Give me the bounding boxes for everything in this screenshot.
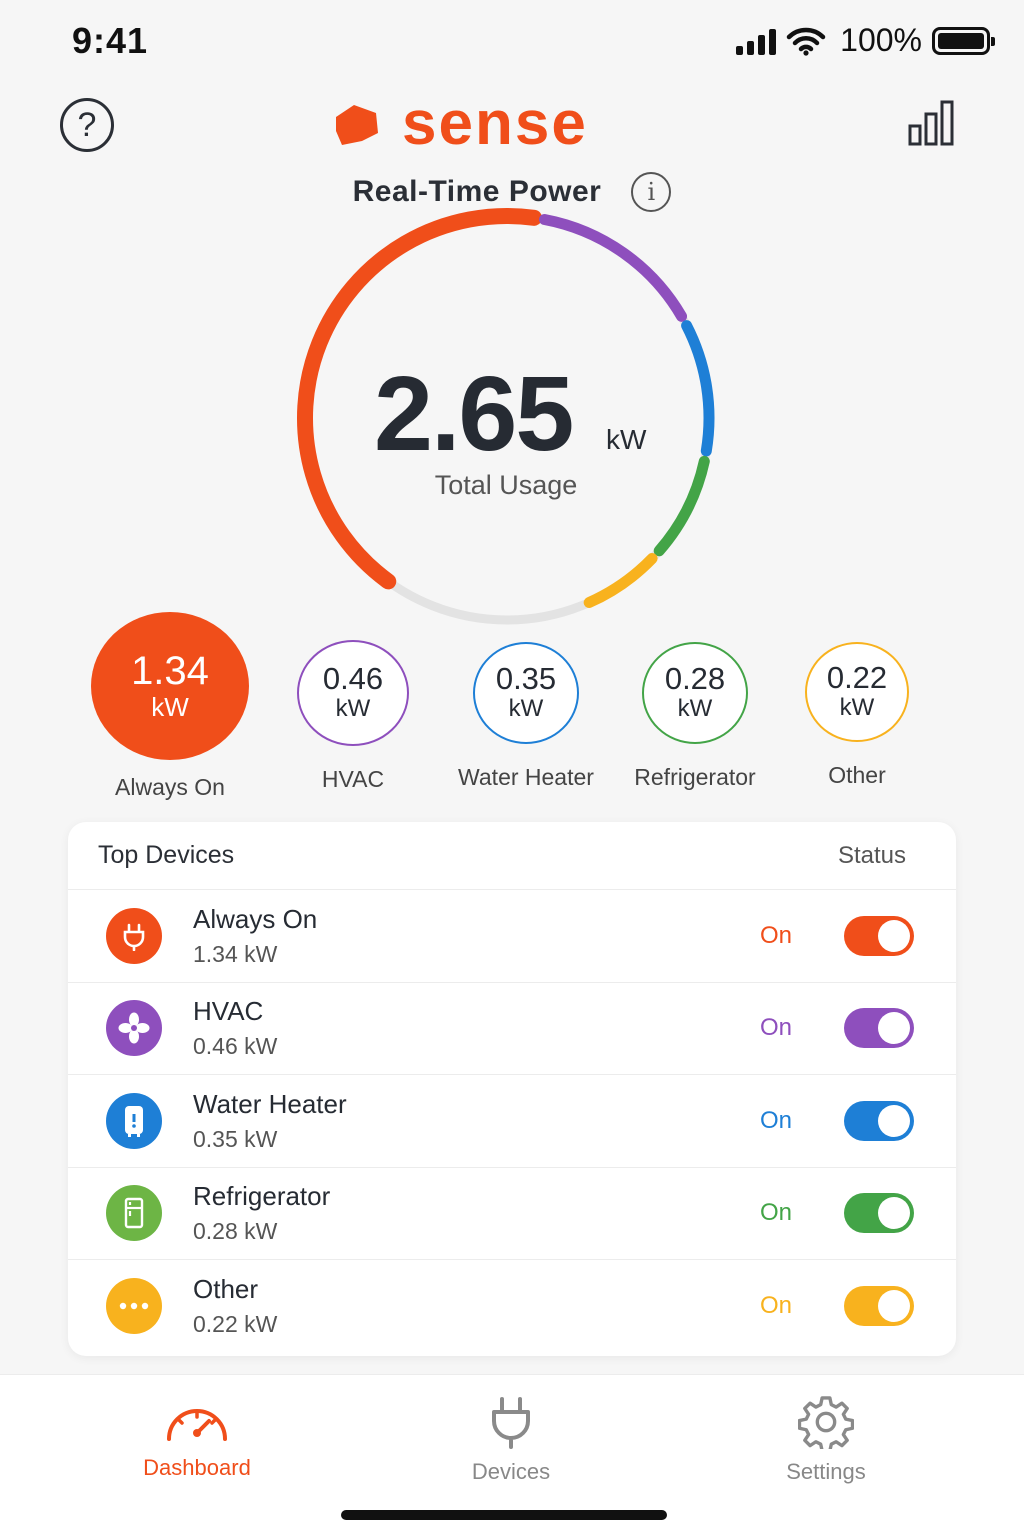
sense-logo-icon bbox=[336, 104, 378, 145]
tab-devices[interactable]: Devices bbox=[411, 1395, 611, 1485]
cellular-signal-icon bbox=[736, 27, 777, 55]
breakdown-hvac[interactable]: 0.46 kW HVAC bbox=[283, 640, 423, 793]
device-toggle[interactable] bbox=[844, 1286, 914, 1327]
device-toggle[interactable] bbox=[844, 1193, 914, 1234]
gauge-segment-hvac bbox=[538, 214, 688, 322]
top-devices-title: Top Devices bbox=[98, 841, 235, 869]
device-name: Always On bbox=[193, 903, 318, 934]
realtime-header: Real-Time Power i bbox=[0, 172, 1024, 212]
tab-settings[interactable]: Settings bbox=[726, 1395, 926, 1485]
breakdown-ring: 0.28 kW bbox=[642, 642, 748, 744]
device-name: HVAC bbox=[193, 996, 264, 1027]
breakdown-ring: 1.34 kW bbox=[91, 612, 249, 760]
breakdown-ring: 0.35 kW bbox=[473, 642, 579, 744]
device-state: On bbox=[760, 1292, 793, 1320]
device-state: On bbox=[760, 1106, 793, 1134]
device-power: 0.28 kW bbox=[193, 1218, 278, 1245]
top-devices-card: Top Devices Status Always On 1.34 kW On … bbox=[68, 822, 956, 1356]
breakdown-unit: kW bbox=[151, 691, 189, 722]
breakdown-value: 0.46 bbox=[322, 660, 384, 696]
breakdown-value: 1.34 bbox=[131, 648, 209, 693]
refrigerator-icon bbox=[106, 1185, 162, 1242]
gear-icon bbox=[798, 1396, 854, 1449]
bar-chart-icon[interactable] bbox=[906, 98, 960, 148]
breakdown-value: 0.28 bbox=[664, 660, 726, 696]
breakdown-always-on[interactable]: 1.34 kW Always On bbox=[90, 612, 250, 801]
usage-breakdown: 1.34 kW Always On 0.46 kW HVAC 0.35 kW W… bbox=[0, 612, 1024, 812]
tab-label: Dashboard bbox=[143, 1455, 251, 1480]
speedometer-icon bbox=[167, 1409, 227, 1441]
breakdown-value: 0.22 bbox=[826, 659, 888, 695]
total-usage-label: Total Usage bbox=[434, 470, 578, 500]
plug-icon bbox=[106, 907, 162, 964]
device-row-hvac[interactable]: HVAC 0.46 kW On bbox=[68, 983, 956, 1075]
device-row-always-on[interactable]: Always On 1.34 kW On bbox=[68, 890, 956, 983]
wifi-icon bbox=[786, 27, 826, 56]
battery-icon bbox=[932, 26, 995, 55]
home-indicator bbox=[341, 1510, 667, 1520]
device-name: Refrigerator bbox=[193, 1181, 331, 1212]
breakdown-ring: 0.22 kW bbox=[805, 642, 909, 742]
device-power: 0.46 kW bbox=[193, 1033, 278, 1060]
breakdown-other[interactable]: 0.22 kW Other bbox=[792, 642, 922, 789]
question-circle-icon: ? bbox=[77, 105, 97, 144]
status-time: 9:41 bbox=[72, 20, 149, 61]
breakdown-label: Water Heater bbox=[458, 764, 594, 790]
tab-bar: Dashboard Devices Settings bbox=[0, 1374, 1024, 1536]
device-row-refrigerator[interactable]: Refrigerator 0.28 kW On bbox=[68, 1168, 956, 1260]
power-gauge bbox=[297, 208, 715, 625]
device-power: 1.34 kW bbox=[193, 940, 278, 967]
device-state: On bbox=[760, 1014, 793, 1042]
realtime-title: Real-Time Power bbox=[352, 175, 602, 208]
breakdown-label: HVAC bbox=[321, 766, 385, 792]
device-power: 0.35 kW bbox=[193, 1125, 278, 1152]
gauge-segment-always-on bbox=[297, 208, 543, 590]
help-button[interactable]: ? bbox=[60, 98, 114, 152]
more-dots-icon bbox=[106, 1278, 162, 1335]
breakdown-refrigerator[interactable]: 0.28 kW Refrigerator bbox=[620, 642, 770, 791]
water-heater-icon bbox=[106, 1092, 162, 1149]
device-state: On bbox=[760, 1199, 793, 1227]
device-toggle[interactable] bbox=[844, 1008, 914, 1049]
gauge-segment-refrigerator bbox=[653, 455, 710, 557]
tab-label: Settings bbox=[786, 1459, 866, 1484]
breakdown-label: Always On bbox=[115, 774, 225, 800]
status-indicators: 100% bbox=[736, 22, 995, 59]
fan-icon bbox=[106, 1000, 162, 1057]
tab-label: Devices bbox=[471, 1459, 551, 1484]
breakdown-water-heater[interactable]: 0.35 kW Water Heater bbox=[446, 642, 606, 791]
status-column-header: Status bbox=[837, 841, 906, 869]
device-name: Other bbox=[193, 1274, 259, 1305]
tab-dashboard[interactable]: Dashboard bbox=[97, 1395, 297, 1481]
device-name: Water Heater bbox=[193, 1088, 347, 1119]
status-bar: 9:41 100% bbox=[0, 0, 1024, 80]
breakdown-label: Refrigerator bbox=[634, 764, 756, 790]
gauge-segment-water-heater bbox=[681, 320, 715, 457]
plug-icon bbox=[492, 1397, 530, 1449]
battery-percentage: 100% bbox=[840, 22, 922, 58]
brand-logo: sense bbox=[332, 88, 588, 159]
device-toggle[interactable] bbox=[844, 915, 914, 956]
breakdown-unit: kW bbox=[335, 695, 371, 723]
info-icon[interactable]: i bbox=[631, 172, 672, 212]
breakdown-ring: 0.46 kW bbox=[297, 640, 409, 746]
brand-name: sense bbox=[402, 89, 588, 158]
breakdown-unit: kW bbox=[839, 694, 875, 722]
gauge-segment-other bbox=[583, 553, 658, 609]
breakdown-label: Other bbox=[828, 762, 886, 788]
total-usage-value: 2.65 bbox=[374, 355, 574, 473]
breakdown-value: 0.35 bbox=[495, 660, 557, 696]
device-row-other[interactable]: Other 0.22 kW On bbox=[68, 1260, 956, 1353]
total-usage-unit: kW bbox=[606, 424, 647, 455]
breakdown-unit: kW bbox=[677, 695, 713, 723]
top-devices-header: Top Devices Status bbox=[68, 822, 956, 890]
device-row-water-heater[interactable]: Water Heater 0.35 kW On bbox=[68, 1075, 956, 1168]
device-toggle[interactable] bbox=[844, 1100, 914, 1141]
device-state: On bbox=[760, 921, 793, 949]
device-power: 0.22 kW bbox=[193, 1311, 278, 1338]
breakdown-unit: kW bbox=[508, 695, 544, 723]
